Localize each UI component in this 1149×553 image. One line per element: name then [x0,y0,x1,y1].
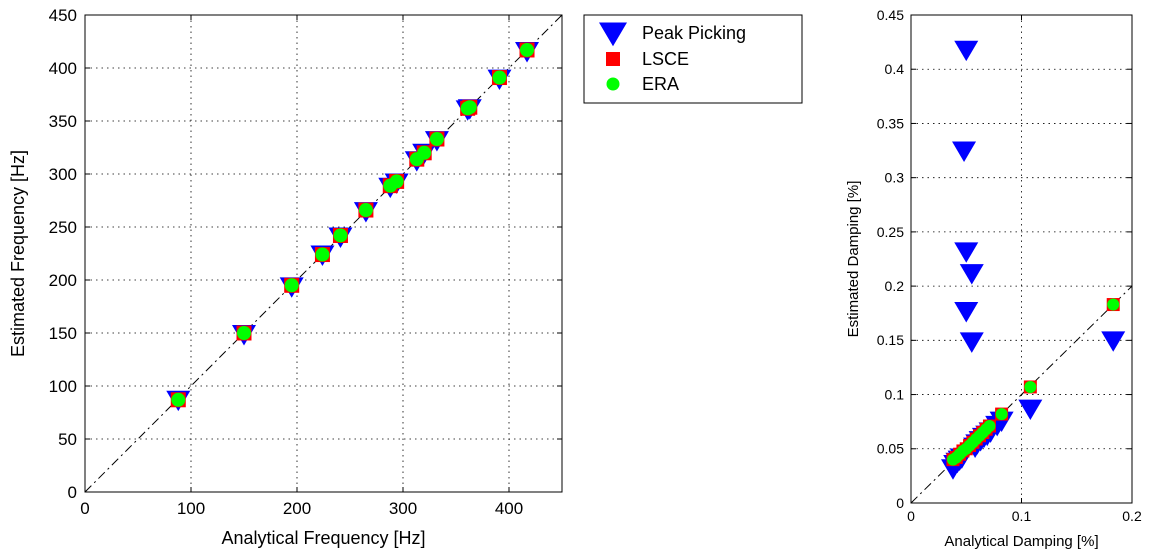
y-tick-label: 0 [896,495,904,511]
data-point [1101,331,1126,352]
y-tick-label: 200 [49,271,77,290]
legend-entry-label: ERA [642,74,679,94]
data-point [954,302,979,323]
data-point [417,145,432,160]
y-tick-label: 100 [49,377,77,396]
y-tick-label: 0.3 [885,170,905,186]
y-tick-label: 0 [68,483,77,502]
data-point [954,40,979,62]
data-point [952,141,977,162]
y-axis-label: Estimated Frequency [Hz] [8,150,28,357]
y-tick-label: 300 [49,165,77,184]
series-era [171,42,535,407]
x-tick-label: 0.1 [1012,508,1032,524]
x-tick-label: 100 [177,499,205,518]
y-tick-label: 350 [49,112,77,131]
damping-scatter-plot: 0 0.1 0.2 0 0.05 0.1 0.15 0.2 0.25 0.3 0.35 0.4 0.45… [845,7,1142,550]
y-axis-label: Estimated Damping [%] [845,181,862,338]
y-tick-label: 0.05 [877,441,904,457]
x-tick-label: 400 [495,499,523,518]
y-tick-label: 0.35 [877,115,904,131]
x-axis-label: Analytical Frequency [Hz] [221,528,425,548]
legend-entry-label: LSCE [642,49,689,69]
data-point [237,326,251,340]
data-point [1018,399,1043,421]
y-tick-label: 150 [49,324,77,343]
data-point [959,264,984,285]
legend-marker [599,22,627,47]
data-point [954,242,979,263]
data-point [358,203,373,218]
data-point [462,100,477,115]
data-point [389,174,404,189]
data-point [995,408,1008,421]
data-point [492,70,507,85]
legend-marker [606,77,620,91]
x-tick-label: 0 [907,508,915,524]
data-point [171,392,186,407]
x-tick-label: 0 [80,499,89,518]
x-tick-label: 300 [389,499,417,518]
y-tick-label: 0.15 [877,332,904,348]
y-tick-label: 0.1 [885,386,905,402]
y-tick-label: 400 [49,59,77,78]
data-point [429,132,444,147]
y-tick-label: 0.25 [877,224,904,240]
y-tick-label: 450 [49,6,77,25]
axes-frame [910,14,1133,504]
data-point [983,420,996,433]
data-point [959,332,984,353]
y-tick-label: 50 [58,430,77,449]
data-point [520,42,535,57]
legend-entry-label: Peak Picking [642,23,746,43]
data-point [315,247,330,262]
y-tick-label: 250 [49,218,77,237]
data-point [333,228,348,243]
data-point [1024,380,1037,393]
axes-frame [84,14,563,493]
frequency-scatter-plot: 0 100 200 300 400 0 50 100 150 200 250 300 350 400 450… [8,6,563,548]
plot-area [911,15,1132,503]
y-tick-label: 0.4 [885,61,905,77]
y-tick-label: 0.2 [885,278,905,294]
data-point [1107,298,1120,311]
series-era [946,298,1120,466]
legend: Peak Picking LSCE ERA [583,14,803,104]
x-axis-label: Analytical Damping [%] [944,533,1098,550]
legend-marker [606,52,620,66]
x-tick-label: 200 [283,499,311,518]
y-tick-label: 0.45 [877,7,904,23]
data-point [284,278,299,293]
x-tick-label: 0.2 [1122,508,1142,524]
